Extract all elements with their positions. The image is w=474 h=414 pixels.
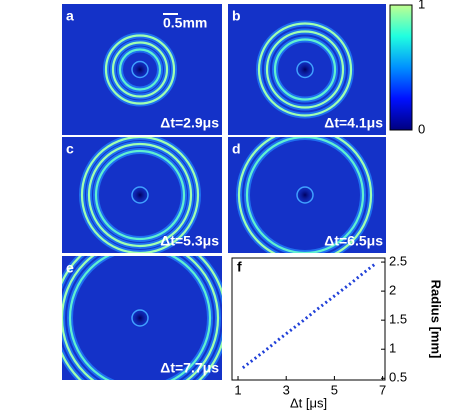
time-label: Δt=4.1μs: [324, 115, 383, 131]
center-ring: [131, 309, 149, 327]
colorbar-tick-label: 0: [418, 121, 425, 136]
data-line: [241, 262, 377, 369]
y-tick-label: 1.5: [389, 312, 407, 327]
y-tick-label: 0.5: [389, 370, 407, 385]
image-panel: [62, 4, 222, 135]
ring: [111, 41, 169, 98]
time-label: Δt=2.9μs: [160, 115, 219, 131]
center-ring: [131, 186, 149, 204]
panel-label: c: [66, 141, 74, 157]
x-tick-label: 5: [331, 382, 338, 397]
x-tick-label: 1: [234, 382, 241, 397]
x-tick-label: 3: [283, 382, 290, 397]
time-label: Δt=7.7μs: [160, 360, 219, 376]
time-label: Δt=5.3μs: [160, 233, 219, 249]
ring: [237, 137, 373, 253]
y-tick-label: 2: [389, 283, 396, 298]
colorbar: [389, 4, 413, 131]
y-tick-label: 1: [389, 341, 396, 356]
ring: [245, 137, 365, 253]
ring: [94, 149, 186, 241]
panel-label: e: [66, 260, 74, 276]
x-tick-label: 7: [379, 382, 386, 397]
ring: [104, 34, 176, 105]
ring: [80, 137, 200, 253]
ring: [273, 38, 337, 101]
y-axis-label: Radius [mm]: [429, 280, 444, 359]
plot-area: [231, 257, 386, 381]
ring: [87, 142, 193, 248]
ring: [265, 30, 345, 109]
x-axis-label: Δt [μs]: [290, 395, 327, 410]
image-panel: [62, 137, 222, 253]
scale-bar-label: 0.5mm: [163, 15, 207, 31]
image-panel: [62, 256, 222, 380]
center-ring: [296, 186, 314, 204]
panel-label: a: [66, 8, 74, 24]
ring: [257, 22, 353, 117]
panel-label: b: [232, 8, 241, 24]
ring: [118, 48, 162, 91]
center-ring: [131, 60, 149, 79]
panel-label: d: [232, 141, 241, 157]
image-panel: [228, 137, 386, 253]
y-tick-label: 2.5: [389, 254, 407, 269]
colorbar-tick-label: 1: [418, 0, 425, 11]
center-ring: [296, 60, 314, 79]
time-label: Δt=6.5μs: [324, 233, 383, 249]
ring: [62, 256, 220, 380]
image-panel: [228, 4, 386, 135]
ring: [68, 256, 212, 380]
panel-label: f: [237, 259, 242, 275]
